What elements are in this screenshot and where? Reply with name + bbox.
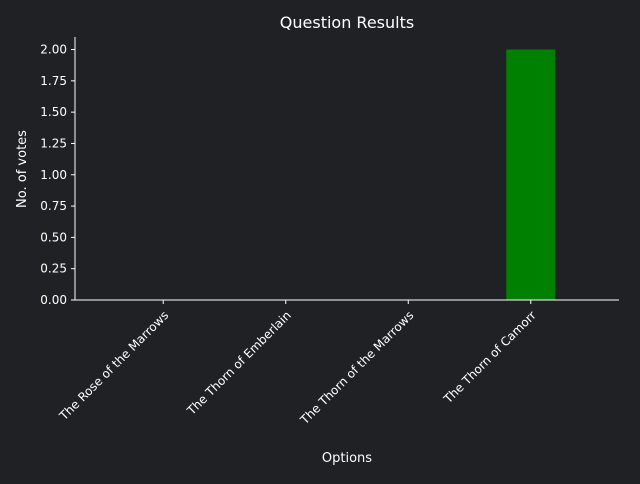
- y-tick-label: 1.50: [40, 105, 67, 119]
- x-tick-label: The Rose of the Marrows: [56, 308, 171, 423]
- y-axis-label: No. of votes: [15, 130, 30, 208]
- y-tick-label: 0.75: [40, 199, 67, 213]
- y-axis: 0.00 0.25 0.50 0.75 1.00 1.25 1.50 1.75 2.00: [40, 37, 76, 307]
- chart-title: Question Results: [280, 13, 414, 32]
- y-tick-label: 2.00: [40, 43, 67, 57]
- y-tick-label: 0.00: [40, 293, 67, 307]
- x-tick-label: The Thorn of Camorr: [440, 308, 539, 407]
- x-axis: The Rose of the Marrows The Thorn of Embe…: [56, 299, 619, 428]
- bar: [506, 49, 556, 301]
- y-tick-label: 0.50: [40, 230, 67, 244]
- y-tick-label: 1.25: [40, 136, 67, 150]
- y-tick-label: 1.00: [40, 168, 67, 182]
- x-tick-label: The Thorn of the Marrows: [297, 308, 416, 427]
- x-tick-label: The Thorn of Emberlain: [184, 308, 294, 418]
- y-tick-label: 0.25: [40, 262, 67, 276]
- bars-group: [506, 49, 556, 301]
- x-axis-label: Options: [322, 451, 372, 466]
- y-tick-label: 1.75: [40, 74, 67, 88]
